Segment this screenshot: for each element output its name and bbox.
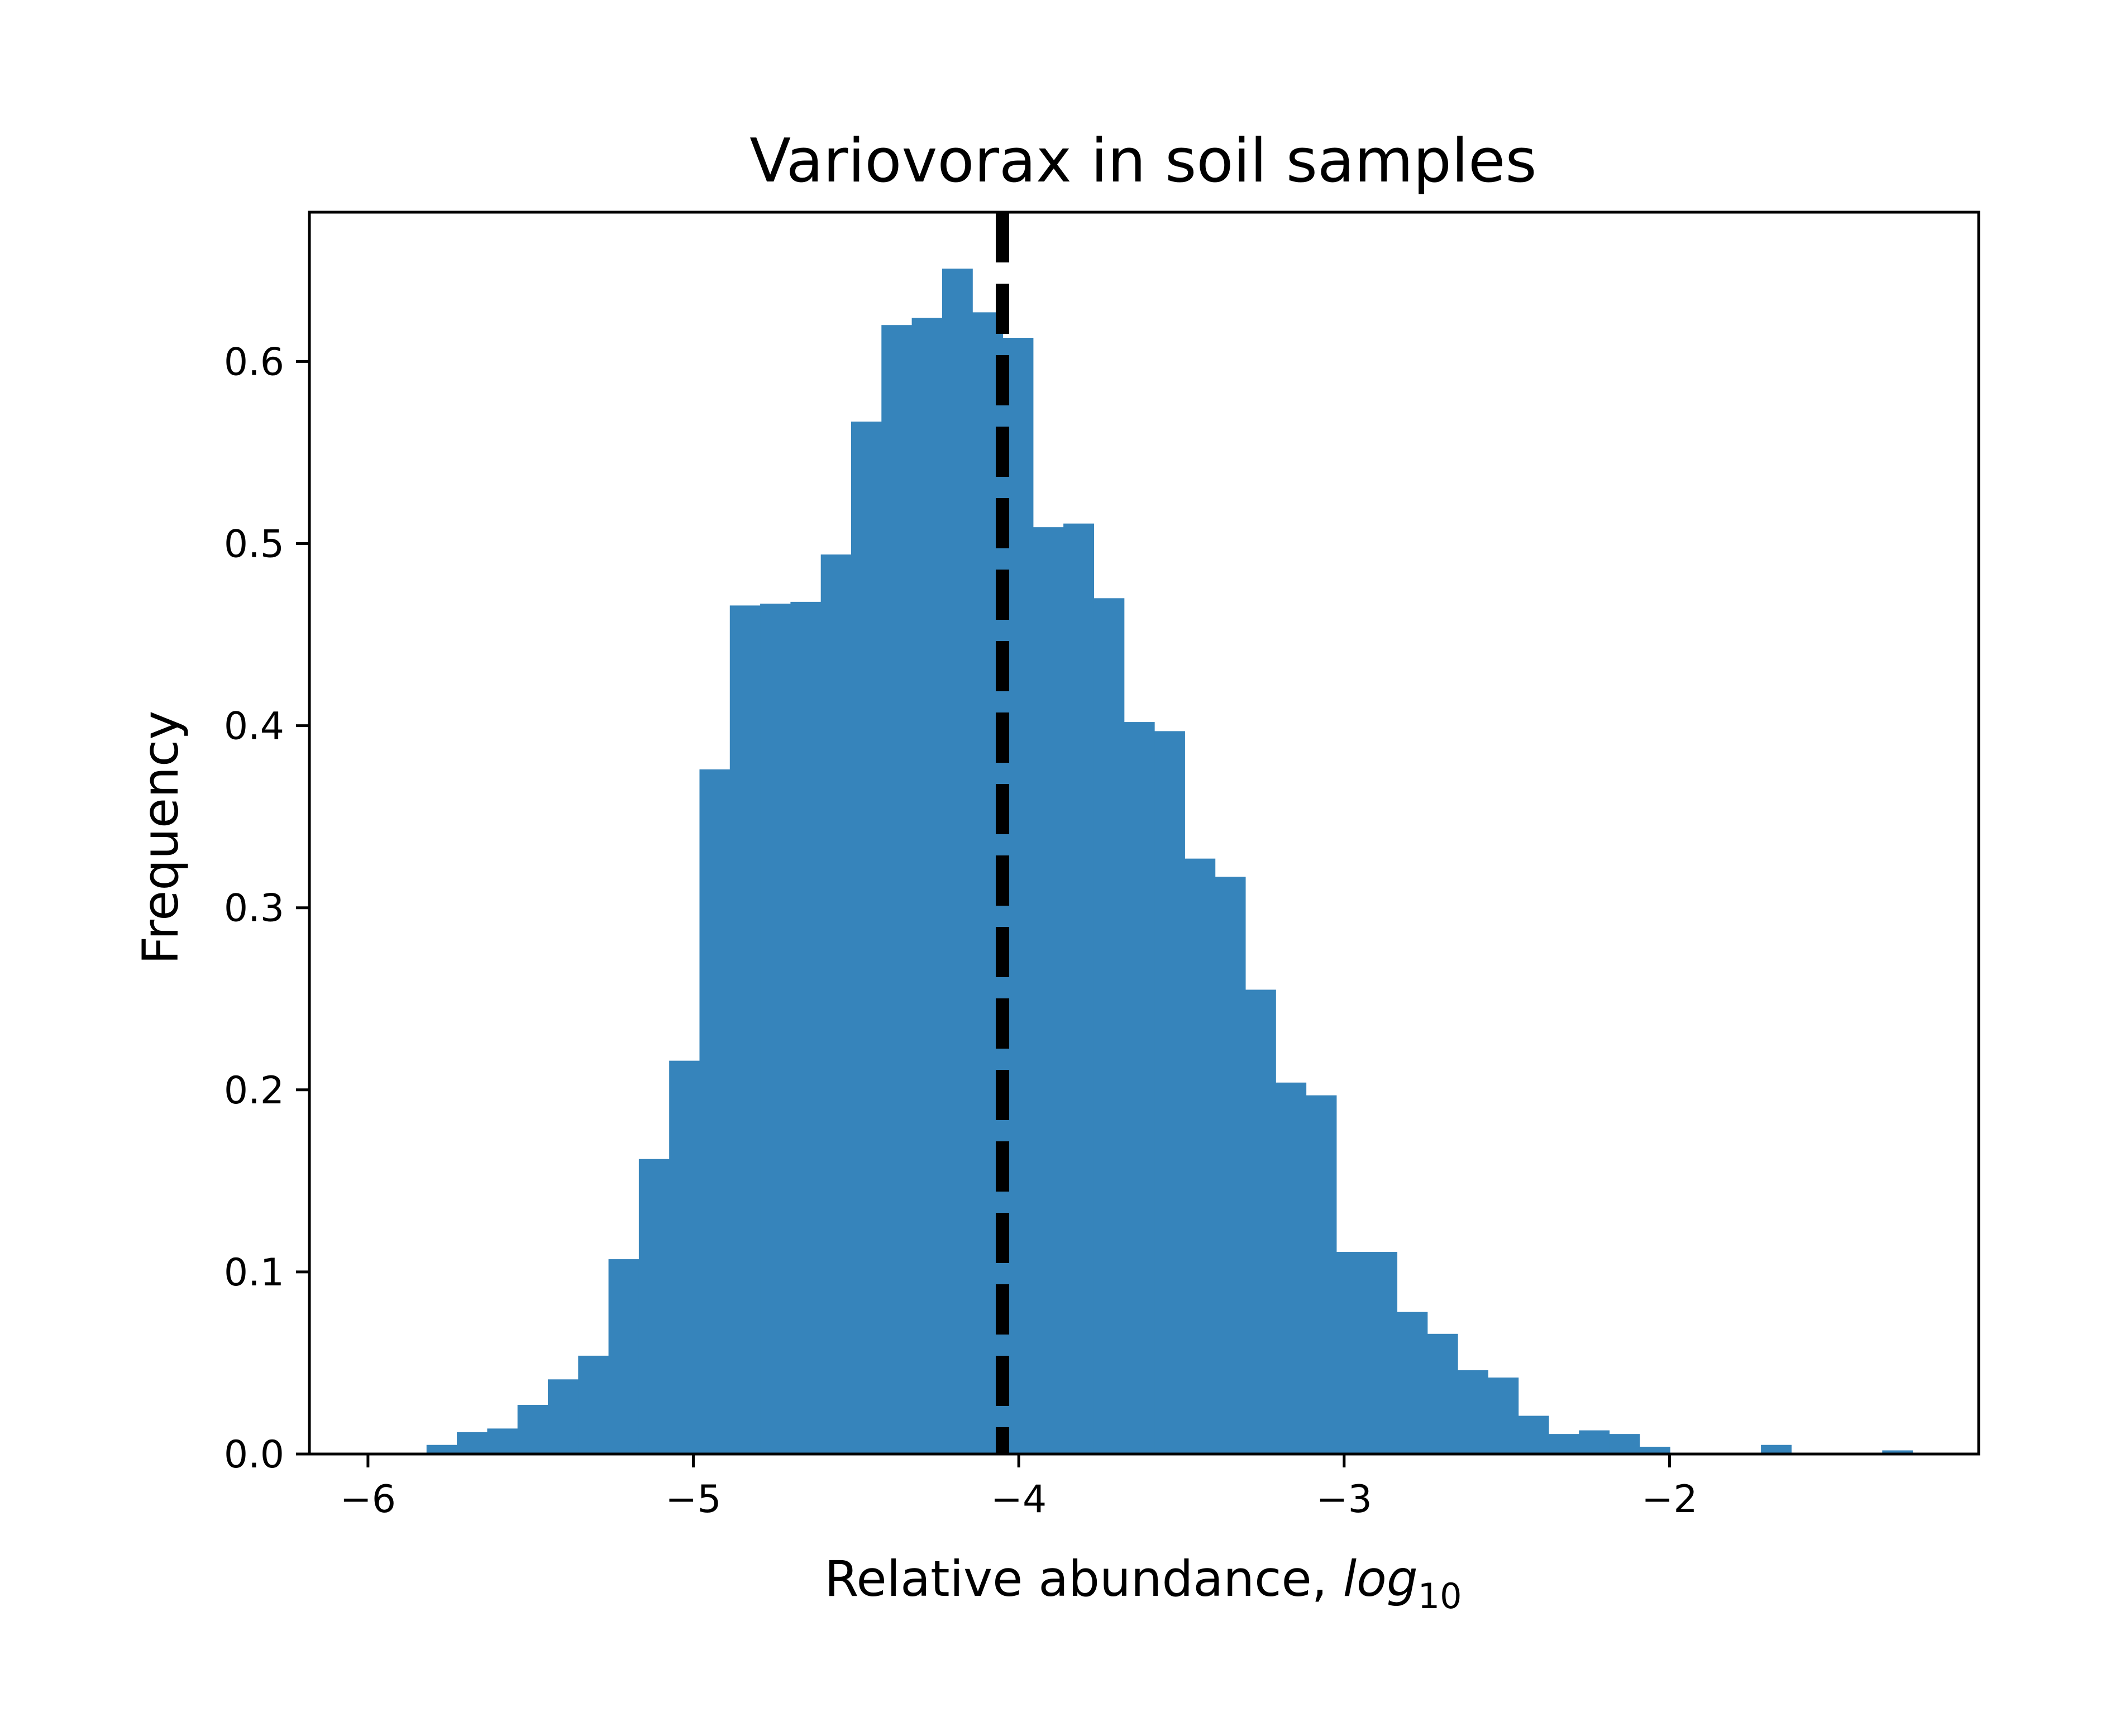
histogram-bar [1761,1445,1792,1454]
histogram-bar [1548,1434,1579,1454]
x-axis-label-subscript: 10 [1418,1576,1462,1617]
histogram-bar [942,269,973,1455]
histogram-bar [578,1355,609,1454]
histogram-bar [1306,1095,1337,1454]
histogram-bar [1336,1252,1367,1454]
x-tick-label: −5 [665,1477,721,1522]
x-tick-label: −6 [340,1477,396,1522]
histogram-bar [487,1428,518,1454]
histogram-bar [1397,1312,1428,1454]
x-tick-label: −3 [1316,1477,1372,1522]
histogram-bar [457,1432,488,1454]
histogram-bar [1458,1370,1488,1454]
histogram-bar [1367,1252,1398,1454]
histogram-bar [1033,527,1064,1454]
histogram-bar [1063,523,1095,1454]
histogram-bar [1276,1082,1307,1454]
y-tick-label: 0.1 [224,1251,284,1295]
x-tick-label: −4 [991,1477,1047,1522]
histogram-bar [1124,722,1155,1454]
histogram-bar [1488,1378,1519,1454]
y-axis-ticks: 0.0 0.1 0.2 0.3 0.4 0.5 0.6 [224,340,309,1477]
x-axis-label-log: log [1343,1550,1418,1608]
histogram-bar [699,769,730,1454]
histogram-bar [1639,1446,1670,1454]
histogram-bar [790,601,822,1454]
histogram-bar [638,1159,670,1454]
histogram-bars [426,269,1913,1455]
histogram-bar [729,605,761,1454]
histogram-bar [1245,989,1276,1454]
y-tick-label: 0.0 [224,1433,284,1477]
x-axis-ticks: −6 −5 −4 −3 −2 [340,1454,1698,1522]
histogram-bar [820,554,852,1455]
y-tick-label: 0.2 [224,1069,284,1113]
histogram-bar [1579,1430,1610,1454]
histogram-bar [881,325,913,1454]
histogram-bar [608,1259,639,1454]
histogram-bar [547,1379,579,1454]
histogram-bar [1427,1333,1458,1454]
histogram-bar [1518,1415,1549,1454]
x-axis-label: Relative abundance, log10 [824,1550,1462,1617]
y-tick-label: 0.5 [224,523,284,567]
histogram-bar [517,1404,548,1454]
plot-frame [308,211,1980,1456]
x-tick-label: −2 [1641,1477,1697,1522]
x-axis-label-text: Relative abundance, [824,1550,1343,1608]
histogram-bar [760,604,791,1454]
histogram-bar [851,422,882,1454]
histogram-bar [669,1060,700,1454]
histogram-bar [1154,731,1185,1454]
histogram-bar [911,318,943,1454]
y-tick-label: 0.3 [224,887,284,931]
histogram-bar [1609,1434,1640,1454]
histogram-bar [1882,1450,1913,1454]
histogram-bar [1215,877,1246,1454]
chart-title: Variovorax in soil samples [749,126,1536,196]
histogram-bar [426,1445,457,1454]
y-axis-label: Frequency [132,711,189,965]
histogram-bar [1093,598,1125,1454]
y-tick-label: 0.4 [224,705,284,749]
y-tick-label: 0.6 [224,340,284,384]
histogram-bar [1185,858,1216,1454]
